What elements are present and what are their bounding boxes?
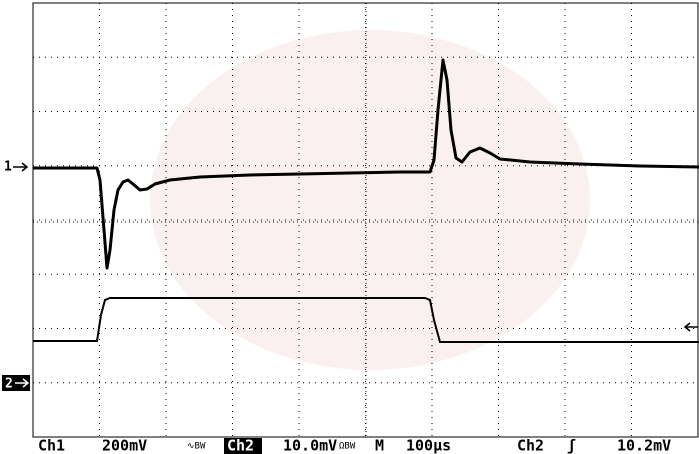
watermark <box>150 30 590 370</box>
timebase-label: M <box>375 437 384 454</box>
ch2-arrow <box>15 378 30 388</box>
ch1-scale: 200mV <box>102 437 147 454</box>
ch1-arrow <box>13 162 29 172</box>
ch1-label: Ch1 <box>38 437 65 454</box>
ch2-flags: ΩBW <box>339 442 356 452</box>
trigger-slope: ʃ <box>567 437 576 454</box>
ch2-marker: 2 <box>5 377 13 392</box>
trigger-source: Ch2 <box>517 437 544 454</box>
ch1-waveform <box>33 58 699 270</box>
trigger-arrow <box>683 322 698 332</box>
ch2-label-box <box>224 438 262 454</box>
graticule <box>32 2 699 438</box>
ch1-flags: ∿BW <box>187 442 206 452</box>
timebase: 100µs <box>406 437 451 454</box>
ch1-marker: 1 <box>4 160 12 175</box>
ch2-waveform <box>33 297 699 343</box>
ch2-scale: 10.0mV <box>283 437 337 454</box>
trigger-level: 10.2mV <box>617 437 671 454</box>
ch2-label: Ch2 <box>227 437 254 454</box>
